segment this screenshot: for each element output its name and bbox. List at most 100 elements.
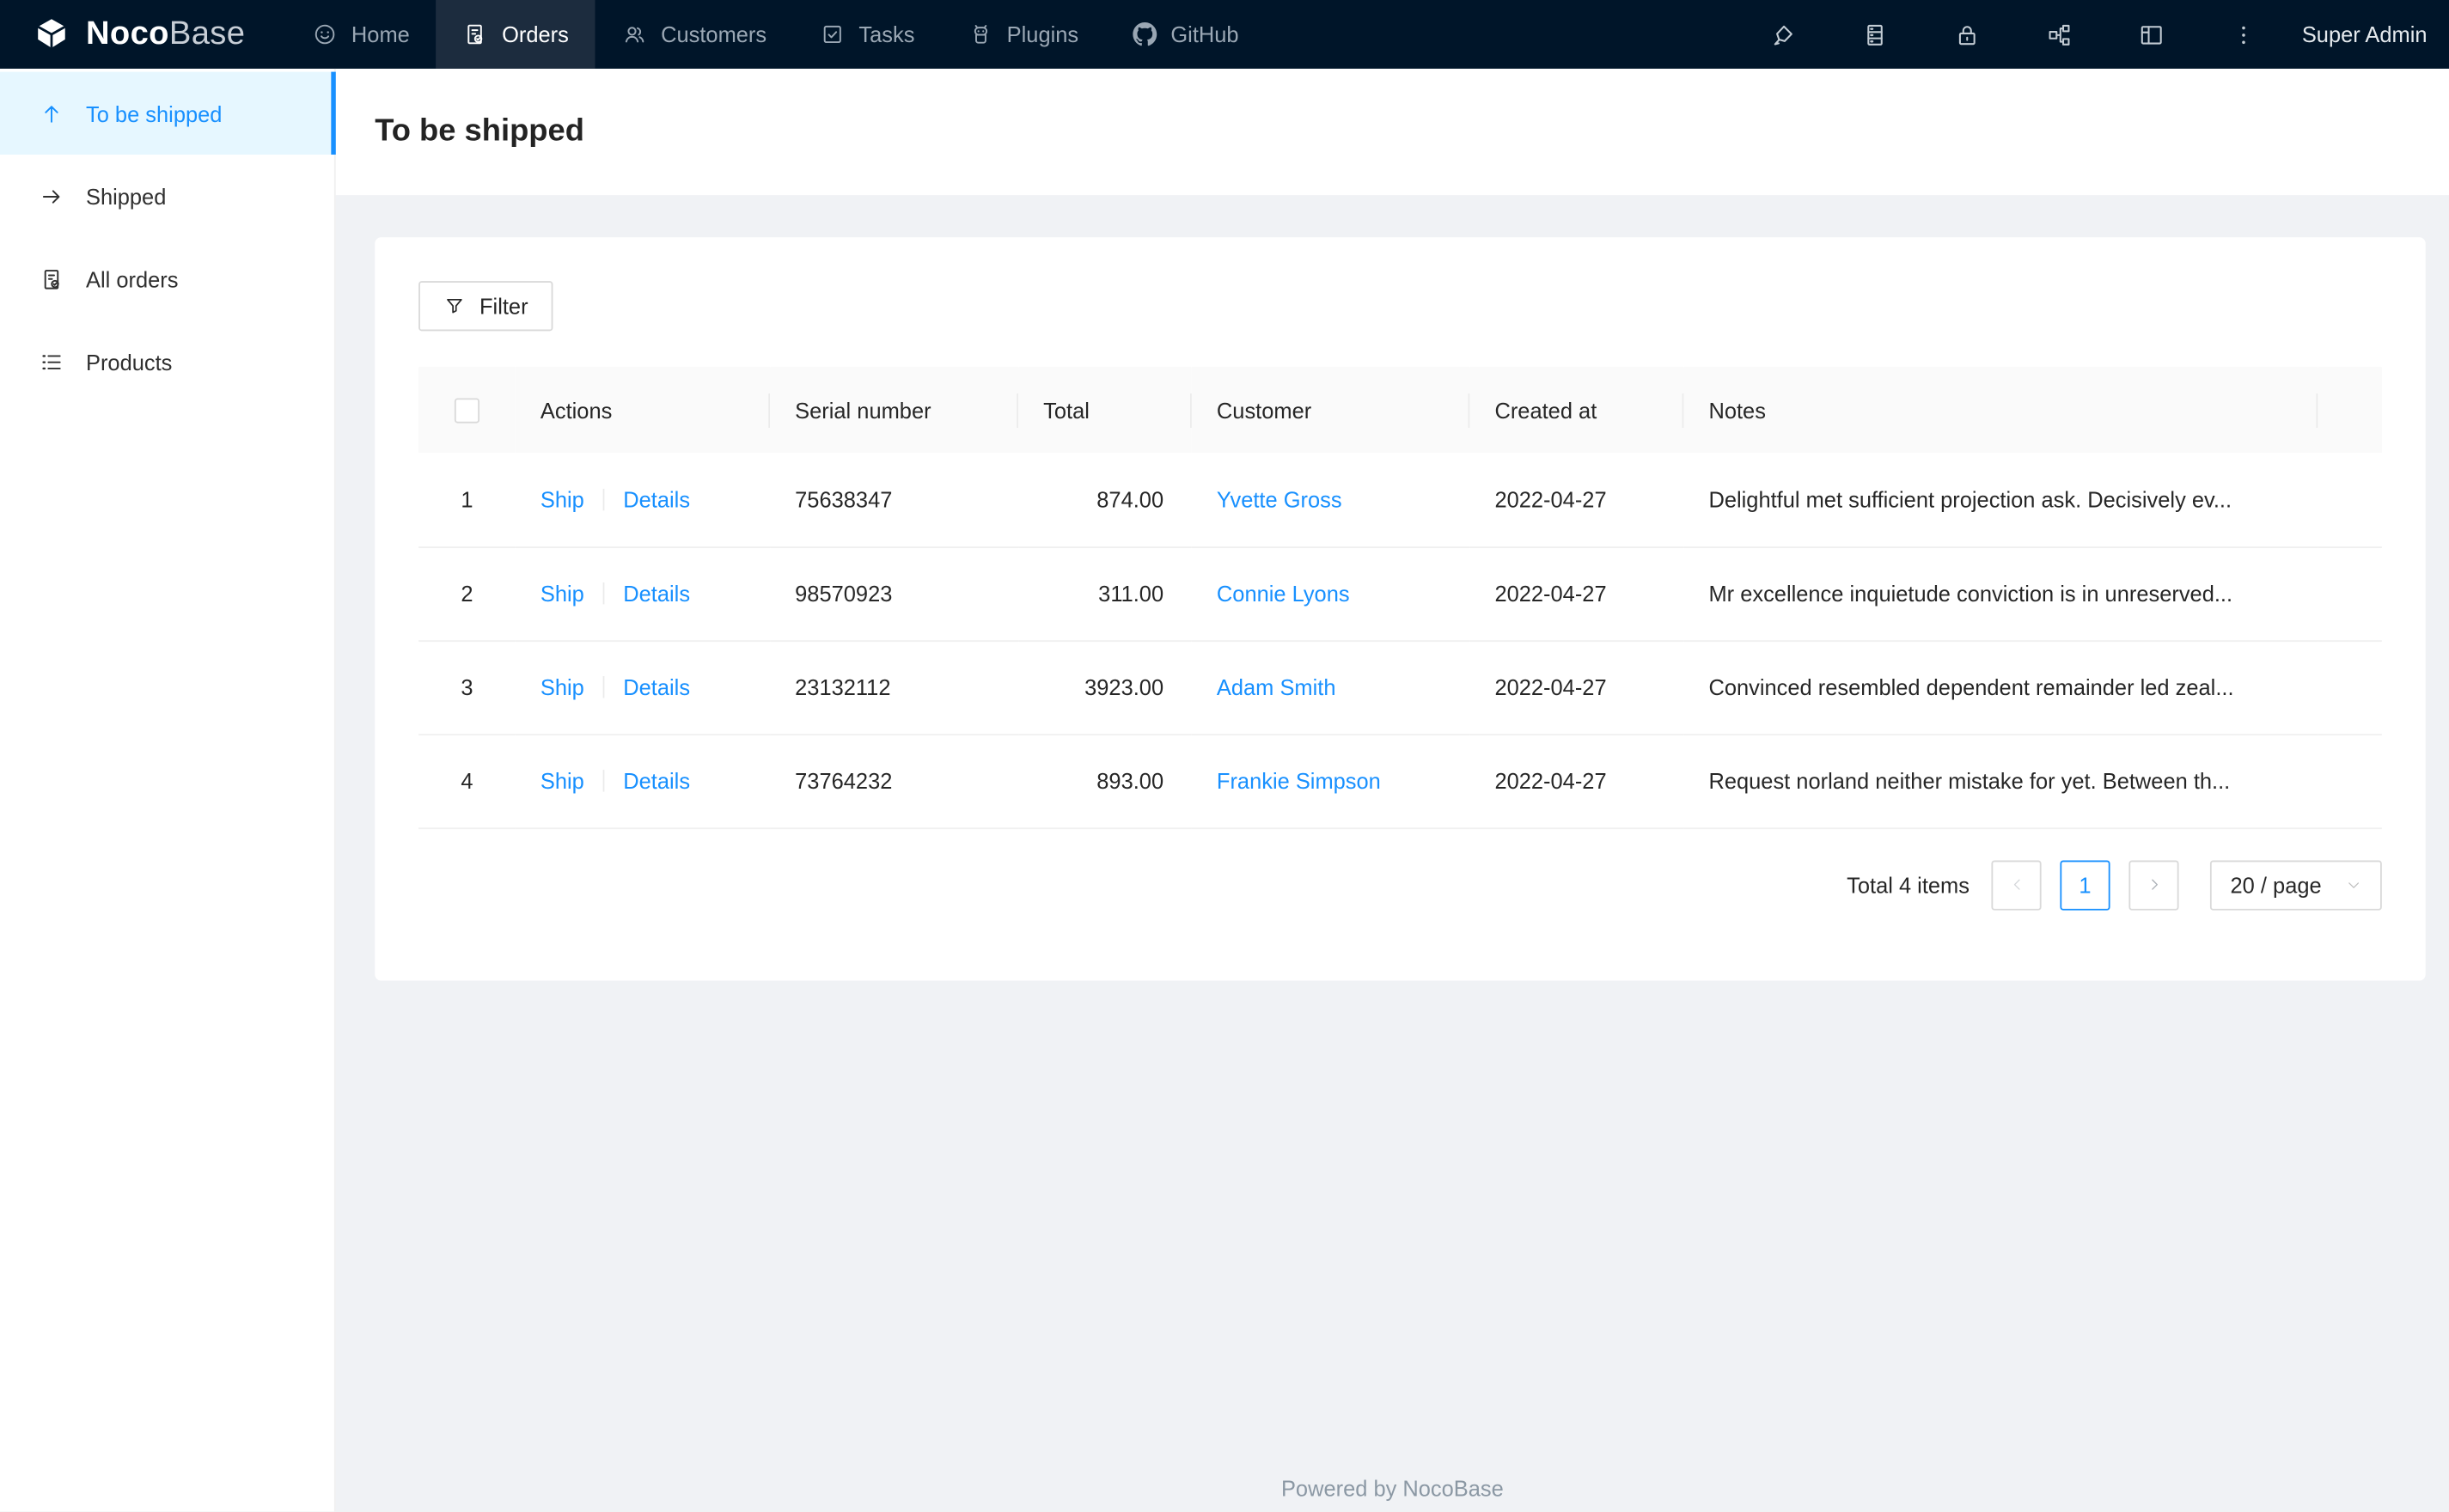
more-menu-button[interactable] xyxy=(2197,0,2289,69)
row-index: 3 xyxy=(418,640,516,735)
details-link[interactable]: Details xyxy=(623,581,691,607)
customer-cell: Adam Smith xyxy=(1191,640,1470,735)
sidebar-item-all-orders[interactable]: All orders xyxy=(0,237,334,320)
powered-by-link[interactable]: Powered by NocoBase xyxy=(1280,1476,1504,1502)
ship-link[interactable]: Ship xyxy=(540,581,584,607)
nocobase-logo[interactable]: NocoBase xyxy=(0,0,286,69)
filter-button-label: Filter xyxy=(479,293,528,319)
created-at-cell: 2022-04-27 xyxy=(1469,453,1684,548)
total-cell: 893.00 xyxy=(1018,734,1192,829)
main-area: To be shipped Filter xyxy=(335,68,2449,1512)
smiley-icon xyxy=(315,24,335,45)
serial-number-cell: 75638347 xyxy=(770,453,1019,548)
sidebar-item-label: Shipped xyxy=(85,183,167,209)
notes-cell: Mr excellence inquietude conviction is i… xyxy=(1683,546,2318,642)
sidebar: To be shipped Shipped All orders xyxy=(0,68,336,1512)
created-at-cell: 2022-04-27 xyxy=(1469,546,1684,642)
ship-link[interactable]: Ship xyxy=(540,768,584,794)
customer-cell: Yvette Gross xyxy=(1191,453,1470,548)
arrow-up-icon xyxy=(45,105,58,122)
team-icon xyxy=(626,27,644,43)
customer-link[interactable]: Adam Smith xyxy=(1216,674,1336,700)
sidebar-item-label: All orders xyxy=(85,265,179,291)
orders-table: Actions Serial number Total Customer Cre… xyxy=(418,367,2382,829)
collections-button[interactable] xyxy=(1829,0,1921,69)
layout-icon xyxy=(2141,25,2162,44)
nav-tab-label: Tasks xyxy=(858,21,915,47)
nav-tab-customers[interactable]: Customers xyxy=(595,0,793,69)
nav-tab-plugins[interactable]: Plugins xyxy=(941,0,1105,69)
action-divider xyxy=(602,770,605,792)
navbar-actions: Super Admin xyxy=(1737,0,2449,69)
customer-link[interactable]: Frankie Simpson xyxy=(1216,768,1381,794)
created-at-cell: 2022-04-27 xyxy=(1469,734,1684,829)
nav-tab-label: Home xyxy=(351,21,410,47)
customer-cell: Frankie Simpson xyxy=(1191,734,1470,829)
nav-tab-tasks[interactable]: Tasks xyxy=(793,0,941,69)
ship-link[interactable]: Ship xyxy=(540,674,584,700)
page-size-value: 20 / page xyxy=(2230,872,2322,898)
database-icon xyxy=(1866,24,1883,45)
top-navbar: NocoBase Home Orders xyxy=(0,0,2449,69)
page-size-select[interactable]: 20 / page xyxy=(2209,859,2382,910)
filter-funnel-icon xyxy=(447,298,462,314)
pagination-prev-button[interactable] xyxy=(1991,859,2042,910)
column-spacer xyxy=(2318,640,2382,735)
nav-tab-label: Plugins xyxy=(1006,21,1079,47)
main-nav: Home Orders Customers xyxy=(286,0,1266,69)
content-area: Filter Actions Serial number xyxy=(335,195,2449,1512)
customer-link[interactable]: Connie Lyons xyxy=(1216,581,1350,607)
customer-cell: Connie Lyons xyxy=(1191,546,1470,642)
arrow-right-icon xyxy=(42,189,60,203)
details-link[interactable]: Details xyxy=(623,486,691,512)
robot-icon xyxy=(974,25,987,44)
column-spacer xyxy=(2318,546,2382,642)
workflow-button[interactable] xyxy=(2013,0,2105,69)
table-row: 3 Ship Details 23132112 3923.00 Adam Smit… xyxy=(418,640,2382,735)
sidebar-item-to-be-shipped[interactable]: To be shipped xyxy=(0,71,336,155)
column-spacer xyxy=(2318,453,2382,548)
sidebar-item-shipped[interactable]: Shipped xyxy=(0,155,334,237)
details-link[interactable]: Details xyxy=(623,768,691,794)
user-menu[interactable]: Super Admin xyxy=(2301,21,2428,47)
pagination-next-button[interactable] xyxy=(2128,859,2179,910)
created-at-cell: 2022-04-27 xyxy=(1469,640,1684,735)
row-index: 1 xyxy=(418,453,516,548)
details-link[interactable]: Details xyxy=(623,674,691,700)
nav-tab-label: Customers xyxy=(661,21,767,47)
nav-tab-orders[interactable]: Orders xyxy=(436,0,595,69)
actions-cell: Ship Details xyxy=(515,546,771,642)
total-cell: 311.00 xyxy=(1018,546,1192,642)
column-header-total: Total xyxy=(1018,367,1192,454)
notes-cell: Request norland neither mistake for yet.… xyxy=(1683,734,2318,829)
partition-icon xyxy=(2049,24,2070,45)
layout-toggle-button[interactable] xyxy=(2105,0,2197,69)
column-header-created-at: Created at xyxy=(1469,367,1684,454)
column-header-notes: Notes xyxy=(1683,367,2318,454)
github-icon xyxy=(1132,22,1157,46)
filter-button[interactable]: Filter xyxy=(418,281,553,332)
actions-cell: Ship Details xyxy=(515,640,771,735)
ui-editor-button[interactable] xyxy=(1737,0,1829,69)
ship-link[interactable]: Ship xyxy=(540,486,584,512)
access-control-button[interactable] xyxy=(1921,0,2012,69)
action-divider xyxy=(602,676,605,698)
row-index: 4 xyxy=(418,734,516,829)
pagination: Total 4 items 1 20 / page xyxy=(418,859,2382,910)
select-all-checkbox[interactable] xyxy=(454,398,480,424)
chevron-down-icon xyxy=(2348,881,2360,887)
pagination-page-1[interactable]: 1 xyxy=(2060,859,2110,910)
highlighter-icon xyxy=(1774,24,1792,45)
nav-tab-github[interactable]: GitHub xyxy=(1105,0,1265,69)
page-title: To be shipped xyxy=(375,113,584,149)
sidebar-item-products[interactable]: Products xyxy=(0,320,334,403)
serial-number-cell: 98570923 xyxy=(770,546,1019,642)
nav-tab-home[interactable]: Home xyxy=(286,0,437,69)
pagination-total: Total 4 items xyxy=(1847,872,1970,898)
notes-cell: Convinced resembled dependent remainder … xyxy=(1683,640,2318,735)
customer-link[interactable]: Yvette Gross xyxy=(1216,486,1342,512)
file-check-icon xyxy=(467,24,483,45)
column-spacer xyxy=(2318,367,2382,454)
column-spacer xyxy=(2318,734,2382,829)
notes-cell: Delightful met sufficient projection ask… xyxy=(1683,453,2318,548)
